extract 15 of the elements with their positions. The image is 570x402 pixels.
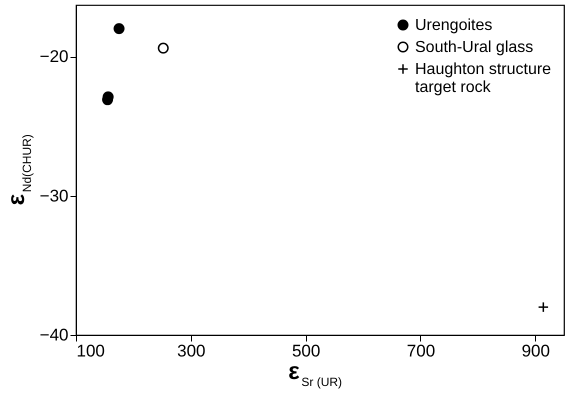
- x-tick-label: 900: [522, 342, 550, 360]
- point: [114, 23, 125, 34]
- legend-label: Haughton structure target rock: [415, 61, 552, 96]
- x-tick-label: 300: [177, 342, 206, 360]
- y-tick-label: −20: [40, 47, 68, 66]
- y-axis-title: εNd(CHUR): [3, 134, 34, 206]
- y-tick-label: −30: [40, 186, 68, 206]
- legend-label: Urengoites: [415, 17, 492, 34]
- y-tick-label: −40: [40, 326, 68, 344]
- x-tick-label: 700: [406, 342, 436, 360]
- x-tick-label: 100: [76, 342, 105, 360]
- point: [538, 302, 549, 313]
- point: [158, 42, 169, 54]
- x-tick-label: 500: [292, 342, 320, 360]
- legend-label: South-Ural glass: [415, 39, 534, 56]
